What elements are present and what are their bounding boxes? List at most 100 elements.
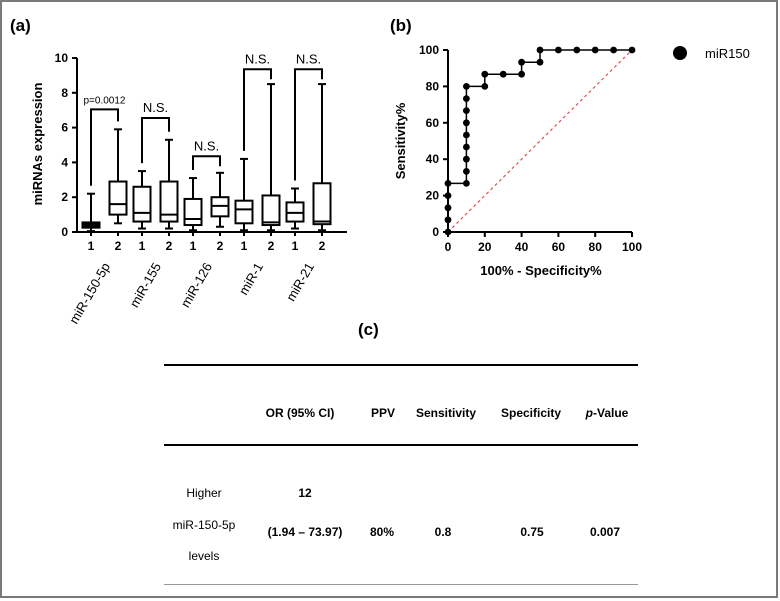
significance-label: N.S.: [143, 100, 168, 115]
box-body: [132, 185, 152, 223]
roc-x-tick-label: 40: [515, 240, 529, 254]
roc-point: [463, 143, 470, 151]
roc-point: [610, 46, 617, 54]
header-pvalue-rest: -Value: [592, 406, 629, 420]
boxplot-y-tick-label: 6: [61, 121, 68, 135]
roc-point: [463, 83, 470, 90]
roc-y-tick-label: 40: [426, 152, 440, 166]
significance-label: N.S.: [296, 51, 321, 66]
roc-point: [536, 58, 544, 66]
box-body: [159, 180, 179, 223]
panel-label-b: (b): [390, 16, 412, 35]
roc-point: [499, 70, 507, 78]
box-body: [261, 194, 281, 227]
roc-point: [518, 58, 525, 66]
header-pvalue-italic: p: [585, 406, 593, 420]
boxplot-sub-label: 1: [190, 239, 197, 253]
roc-point: [518, 70, 525, 78]
roc-point: [555, 46, 562, 54]
roc-point: [591, 46, 599, 54]
roc-y-tick-label: 80: [426, 79, 440, 93]
table-bottom-rule: [164, 584, 638, 585]
boxplot-sub-label: 2: [217, 239, 224, 253]
box-body: [108, 180, 128, 216]
boxplot-group-label: miR-1: [236, 260, 266, 298]
roc-y-tick-label: 60: [426, 116, 440, 130]
roc-point: [444, 204, 452, 212]
box-body: [312, 182, 332, 226]
legend-marker: [673, 46, 687, 60]
significance-bracket: [141, 117, 170, 164]
boxplot-sub-label: 2: [166, 239, 173, 253]
roc-point: [463, 180, 470, 187]
boxplot-group-label: miR-155: [127, 260, 165, 310]
boxplot-sub-label: 2: [268, 239, 275, 253]
cell-sensitivity: 0.8: [434, 525, 452, 539]
significance-label: N.S.: [245, 51, 270, 66]
cell-ppv: 80%: [369, 525, 395, 539]
significance-label: N.S.: [194, 138, 219, 153]
panel-label-a: (a): [10, 16, 31, 35]
header-sensitivity: Sensitivity: [415, 406, 477, 420]
roc-point: [444, 192, 452, 200]
boxplot-ylabel: miRNAs expression: [30, 83, 45, 206]
roc-xlabel: 100% - Specificity%: [480, 263, 602, 278]
boxplot-sub-label: 1: [88, 239, 95, 253]
roc-point: [536, 46, 544, 54]
roc-point: [463, 167, 470, 175]
roc-point: [628, 46, 636, 54]
reference-diagonal: [447, 49, 633, 233]
header-ppv: PPV: [370, 406, 396, 420]
roc-ylabel: Sensitivity%: [393, 102, 408, 179]
boxplot-group-label: miR-21: [283, 260, 317, 304]
boxplot-sub-label: 1: [241, 239, 248, 253]
cell-or-value: 12: [298, 486, 312, 500]
cell-or-ci: (1.94 – 73.97): [267, 525, 343, 539]
cell-specificity: 0.75: [520, 525, 544, 539]
roc-x-tick-label: 0: [445, 240, 452, 254]
roc-point: [463, 119, 470, 127]
boxplot-sub-label: 2: [319, 239, 326, 253]
boxplot-group-label: miR-150-5p: [66, 260, 113, 326]
boxplot-sub-label: 2: [115, 239, 122, 253]
boxplot-y-tick-label: 10: [55, 51, 69, 65]
roc-y-tick-label: 0: [432, 225, 439, 239]
roc-point: [463, 131, 470, 139]
boxplot-y-tick-label: 8: [61, 86, 68, 100]
roc-x-tick-label: 80: [589, 240, 603, 254]
table-top-rule: [164, 364, 638, 366]
boxplot-sub-label: 1: [139, 239, 146, 253]
box-body: [234, 199, 254, 225]
boxplot-sub-label: 1: [292, 239, 299, 253]
roc-chart: Sensitivity% 100% - Specificity% 0 20 40 60…: [393, 43, 750, 278]
roc-point: [463, 155, 470, 163]
boxplot-y-tick-label: 0: [61, 225, 68, 239]
roc-point: [573, 46, 581, 54]
roc-point: [481, 70, 489, 78]
boxplot-group-label: miR-126: [178, 260, 216, 310]
row-label-line1: Higher: [186, 486, 222, 500]
significance-label: p=0.0012: [84, 95, 126, 106]
roc-point: [463, 107, 470, 115]
roc-y-tick-label: 20: [426, 189, 440, 203]
significance-bracket: [294, 68, 323, 181]
roc-point: [444, 228, 452, 236]
roc-point: [444, 216, 452, 224]
panel-label-c: (c): [358, 320, 379, 339]
boxplot-y-tick-label: 4: [61, 155, 68, 169]
roc-x-tick-label: 20: [478, 240, 492, 254]
roc-point: [444, 180, 452, 187]
header-pvalue: p-Value: [586, 406, 629, 420]
roc-point: [481, 83, 489, 90]
header-or: OR (95% CI): [265, 406, 335, 420]
roc-x-tick-label: 100: [622, 240, 642, 254]
header-specificity: Specificity: [500, 406, 562, 420]
significance-bracket: [90, 108, 119, 186]
row-label-line2: miR-150-5p: [172, 518, 236, 532]
roc-x-tick-label: 60: [552, 240, 566, 254]
table-header-rule: [164, 444, 638, 446]
cell-pvalue: 0.007: [589, 525, 621, 539]
box-body: [183, 197, 203, 227]
